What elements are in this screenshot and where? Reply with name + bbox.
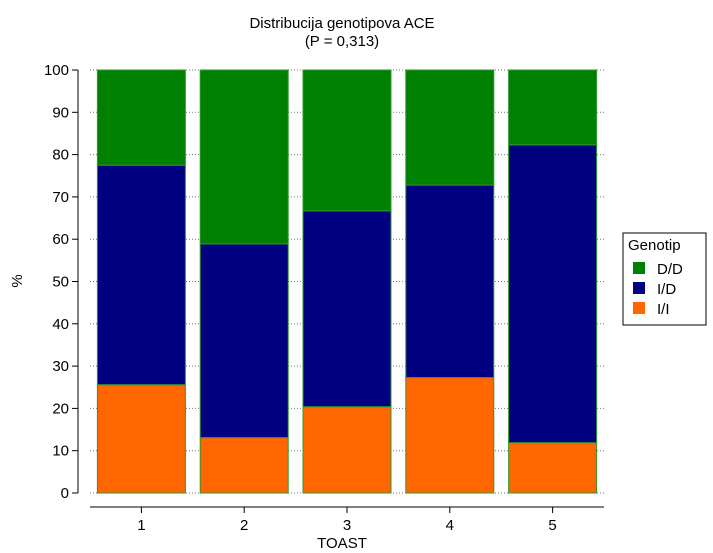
y-tick-label-60: 60 xyxy=(52,231,69,248)
bar-4-DD xyxy=(405,69,495,186)
x-tick-label-5: 5 xyxy=(548,517,556,534)
bar-2-ID xyxy=(199,243,289,439)
bar-1-DD xyxy=(96,69,186,166)
y-tick-label-0: 0 xyxy=(61,485,69,502)
bar-4-ID xyxy=(405,184,495,379)
legend-swatch-DD xyxy=(633,262,645,274)
y-tick-label-70: 70 xyxy=(52,189,69,206)
x-tick-label-3: 3 xyxy=(343,517,351,534)
bar-4-II xyxy=(405,377,495,494)
chart-subtitle: (P = 0,313) xyxy=(305,33,379,50)
bar-3-ID xyxy=(302,210,392,408)
x-tick-label-1: 1 xyxy=(137,517,145,534)
y-axis: 0 10 20 30 40 50 60 70 80 90 100 xyxy=(44,62,79,502)
y-tick-label-10: 10 xyxy=(52,443,69,460)
x-axis: 1 2 3 4 5 xyxy=(90,506,604,534)
legend-label-DD: D/D xyxy=(657,261,683,278)
bar-3-II xyxy=(302,406,392,494)
y-tick-label-90: 90 xyxy=(52,104,69,121)
y-axis-label: % xyxy=(9,274,26,287)
legend-swatch-ID xyxy=(633,282,645,294)
bar-2-II xyxy=(199,437,289,494)
bars xyxy=(96,69,598,494)
y-tick-label-80: 80 xyxy=(52,147,69,164)
y-tick-label-20: 20 xyxy=(52,400,69,417)
legend-swatch-II xyxy=(633,302,645,314)
bar-2-DD xyxy=(199,69,289,245)
y-tick-label-50: 50 xyxy=(52,274,69,291)
bar-5-ID xyxy=(508,144,598,444)
y-tick-label-30: 30 xyxy=(52,358,69,375)
legend: Genotip D/D I/D I/I xyxy=(622,232,707,326)
bar-1-ID xyxy=(96,164,186,386)
x-axis-label: TOAST xyxy=(317,535,367,552)
bar-5-DD xyxy=(508,69,598,146)
legend-label-ID: I/D xyxy=(657,281,676,298)
bar-5-II xyxy=(508,442,598,494)
chart-title: Distribucija genotipova ACE xyxy=(249,15,434,32)
y-tick-label-100: 100 xyxy=(44,62,69,79)
bar-3-DD xyxy=(302,69,392,212)
legend-label-II: I/I xyxy=(657,301,670,318)
legend-title: Genotip xyxy=(628,237,681,254)
x-tick-label-2: 2 xyxy=(240,517,248,534)
x-tick-label-4: 4 xyxy=(446,517,454,534)
y-tick-label-40: 40 xyxy=(52,316,69,333)
bar-1-II xyxy=(96,384,186,494)
